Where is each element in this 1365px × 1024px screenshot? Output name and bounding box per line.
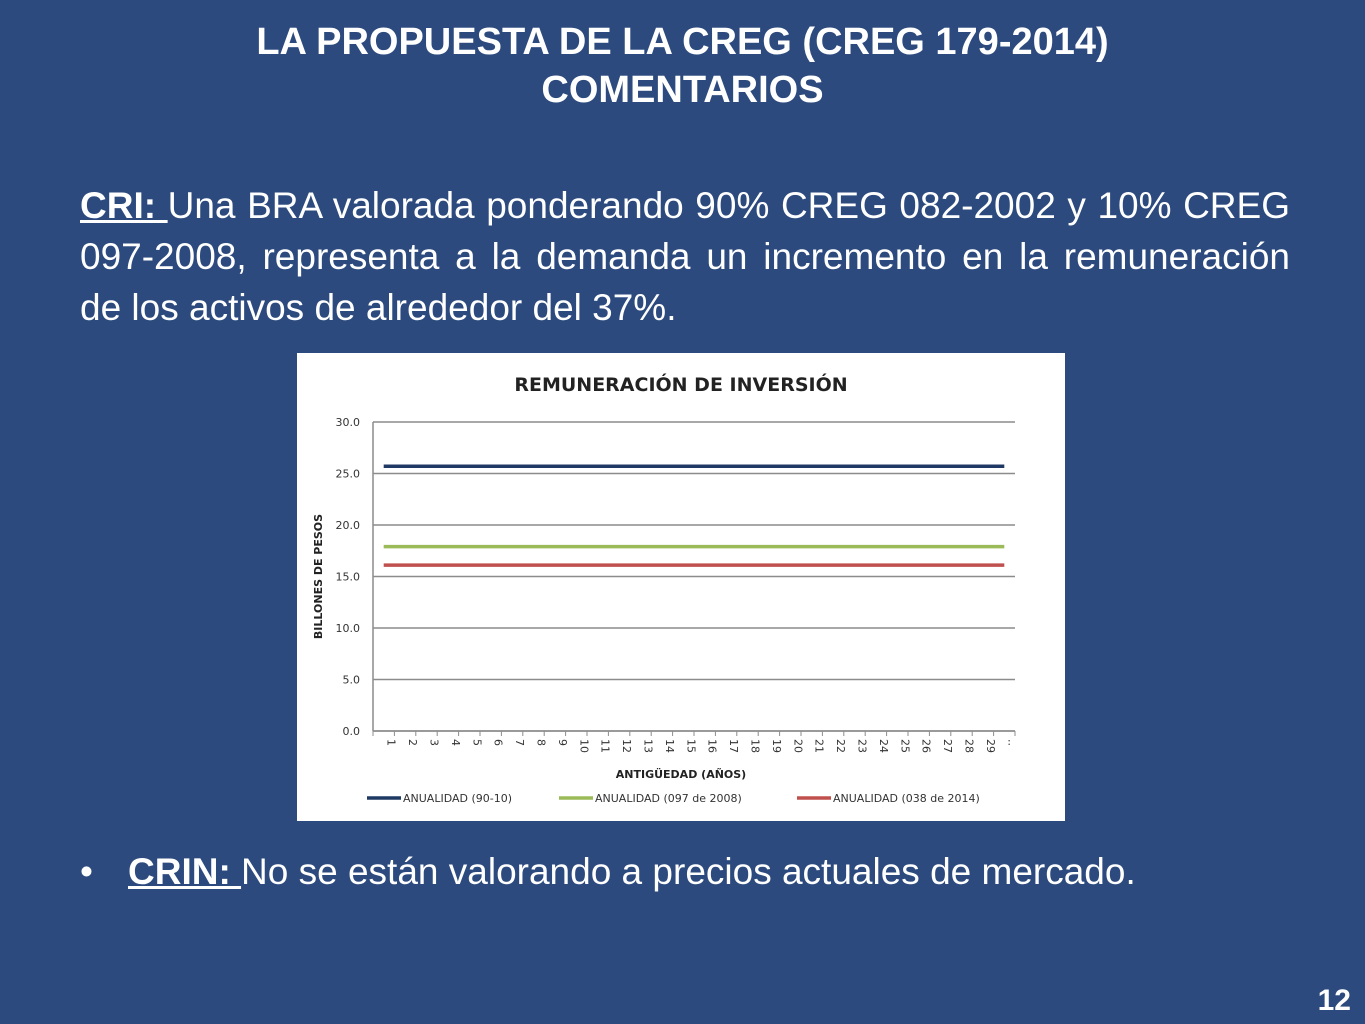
cri-label: CRI: — [80, 185, 168, 226]
x-tick-label: 22 — [834, 739, 847, 753]
cri-text: Una BRA valorada ponderando 90% CREG 082… — [80, 185, 1290, 328]
x-tick-label: 13 — [642, 739, 655, 753]
y-axis-title: BILLONES DE PESOS — [312, 514, 325, 639]
slide-title: LA PROPUESTA DE LA CREG (CREG 179-2014) … — [0, 18, 1365, 114]
y-tick-label: 30.0 — [336, 416, 361, 429]
chart-container: REMUNERACIÓN DE INVERSIÓN 0.0 5.0 10.0 15.0 2… — [297, 353, 1065, 821]
x-tick-label: 24 — [877, 739, 890, 753]
x-tick-label: 25 — [898, 739, 911, 753]
page-number: 12 — [1317, 984, 1351, 1017]
legend-label: ANUALIDAD (90-10) — [403, 792, 512, 805]
x-tick-label: 10 — [577, 739, 590, 753]
x-tick-label: 5 — [470, 739, 483, 746]
x-tick-label: 1 — [385, 739, 398, 746]
x-tick-label: 15 — [684, 739, 697, 753]
x-tick-label: 26 — [920, 739, 933, 753]
x-tick-label: 12 — [620, 739, 633, 753]
x-tick-label: 11 — [599, 739, 612, 753]
y-tick-label: 15.0 — [336, 571, 361, 584]
x-tick-label: 4 — [449, 739, 462, 746]
crin-text: No se están valorando a precios actuales… — [241, 851, 1136, 892]
x-tick-label: 14 — [663, 739, 676, 753]
x-tick-label: 3 — [428, 739, 441, 746]
x-tick-label: 8 — [535, 739, 548, 746]
cri-paragraph: CRI: Una BRA valorada ponderando 90% CRE… — [80, 180, 1290, 333]
y-tick-label: 25.0 — [336, 468, 361, 481]
x-tick-label: 6 — [492, 739, 505, 746]
x-tick-label: 23 — [856, 739, 869, 753]
y-tick-label: 10.0 — [336, 622, 361, 635]
x-tick-label: 29 — [984, 739, 997, 753]
x-tick-label: .. — [1005, 739, 1018, 746]
chart-title: REMUNERACIÓN DE INVERSIÓN — [514, 372, 847, 396]
y-tick-label: 20.0 — [336, 519, 361, 532]
x-tick-label: 27 — [941, 739, 954, 753]
y-tick-label: 0.0 — [343, 725, 361, 738]
bullet-marker: • — [80, 851, 93, 892]
crin-label: CRIN: — [128, 851, 242, 892]
x-tick-label: 17 — [727, 739, 740, 753]
remuneracion-chart: REMUNERACIÓN DE INVERSIÓN 0.0 5.0 10.0 15.0 2… — [312, 372, 1018, 805]
x-tick-label: 20 — [791, 739, 804, 753]
x-tick-label: 9 — [556, 739, 569, 746]
title-line-1: LA PROPUESTA DE LA CREG (CREG 179-2014) — [256, 21, 1109, 63]
crin-bullet: • CRIN: No se están valorando a precios a… — [80, 846, 1310, 897]
x-tick-label: 16 — [706, 739, 719, 753]
x-tick-label: 28 — [963, 739, 976, 753]
legend-label: ANUALIDAD (097 de 2008) — [595, 792, 742, 805]
x-tick-label: 21 — [813, 739, 826, 753]
x-tick-label: 18 — [749, 739, 762, 753]
legend-label: ANUALIDAD (038 de 2014) — [833, 792, 980, 805]
y-tick-label: 5.0 — [343, 674, 361, 687]
x-tick-label: 19 — [770, 739, 783, 753]
x-tick-label: 2 — [406, 739, 419, 746]
x-axis-title: ANTIGÜEDAD (AÑOS) — [616, 767, 746, 781]
x-tick-label: 7 — [513, 739, 526, 746]
title-line-2: COMENTARIOS — [541, 69, 824, 111]
